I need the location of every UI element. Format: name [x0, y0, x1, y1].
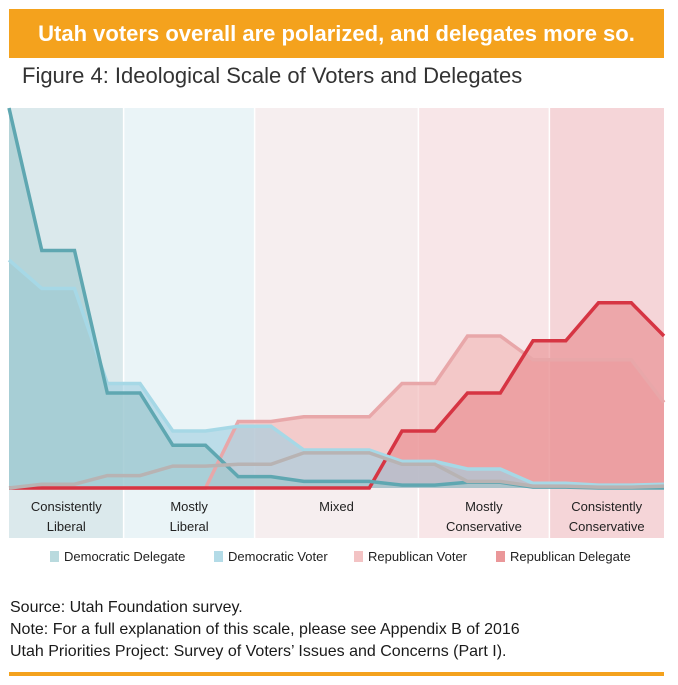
- category-label-conservative: Conservative: [569, 519, 645, 534]
- figure-title: Figure 4: Ideological Scale of Voters an…: [22, 63, 523, 88]
- legend-label-republican-delegate: Republican Delegate: [510, 549, 631, 564]
- headline-text: Utah voters overall are polarized, and d…: [38, 21, 635, 46]
- legend-label-republican-voter: Republican Voter: [368, 549, 468, 564]
- area-republican-delegate: [9, 302, 664, 488]
- category-label-liberal: Liberal: [47, 519, 86, 534]
- source-notes: Source: Utah Foundation survey. Note: Fo…: [10, 597, 520, 663]
- bottom-rule: [9, 672, 664, 676]
- source-line: Source: Utah Foundation survey.: [10, 599, 243, 616]
- line-democratic-voter: [7, 258, 665, 487]
- legend-swatch-democratic-voter: [214, 551, 223, 562]
- legend-swatch-republican-delegate: [496, 551, 505, 562]
- category-label-mostly: Mostly: [465, 499, 503, 514]
- category-label-liberal: Liberal: [170, 519, 209, 534]
- category-label-mostly: Mostly: [170, 499, 208, 514]
- note-line-2: Utah Priorities Project: Survey of Voter…: [10, 643, 507, 660]
- category-label-consistently: Consistently: [571, 499, 642, 514]
- legend-label-democratic-voter: Democratic Voter: [228, 549, 328, 564]
- category-label-mixed: Mixed: [319, 499, 354, 514]
- category-label-consistently: Consistently: [31, 499, 102, 514]
- line-gray-baseline: [8, 451, 665, 490]
- legend-swatch-democratic-delegate: [50, 551, 59, 562]
- category-labels: Consistently Liberal Mostly Liberal Mixed Mos…: [31, 499, 645, 534]
- ideology-chart: Consistently Liberal Mostly Liberal Mixed Mos…: [7, 107, 666, 564]
- headline-banner: Utah voters overall are polarized, and d…: [9, 9, 664, 58]
- legend-label-democratic-delegate: Democratic Delegate: [64, 549, 185, 564]
- area-democratic-delegate: [9, 108, 664, 488]
- legend: Democratic Delegate Democratic Voter Repub…: [50, 549, 631, 564]
- note-line-1: Note: For a full explanation of this sca…: [10, 621, 520, 638]
- category-label-conservative: Conservative: [446, 519, 522, 534]
- series-lines: [7, 107, 666, 490]
- line-republican-delegate: [9, 301, 666, 490]
- legend-swatch-republican-voter: [354, 551, 363, 562]
